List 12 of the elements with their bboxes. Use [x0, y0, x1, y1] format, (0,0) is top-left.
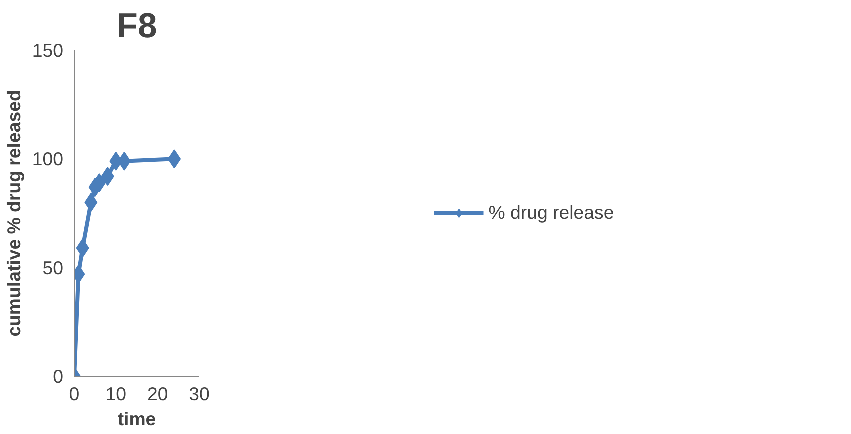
- y-axis-title: cumulative % drug released: [3, 90, 24, 337]
- x-tick-label: 20: [147, 384, 168, 404]
- y-tick-label: 100: [32, 148, 64, 170]
- x-axis-title: time: [118, 408, 156, 430]
- legend-label: % drug release: [488, 202, 614, 224]
- y-tick-label: 50: [42, 257, 64, 278]
- x-tick-label: 30: [189, 384, 210, 404]
- x-tick-label: 0: [69, 384, 80, 404]
- x-tick-label: 10: [106, 384, 127, 404]
- chart-title: F8: [116, 8, 158, 46]
- y-tick-label: 150: [32, 40, 64, 61]
- y-tick-label: 0: [53, 366, 64, 387]
